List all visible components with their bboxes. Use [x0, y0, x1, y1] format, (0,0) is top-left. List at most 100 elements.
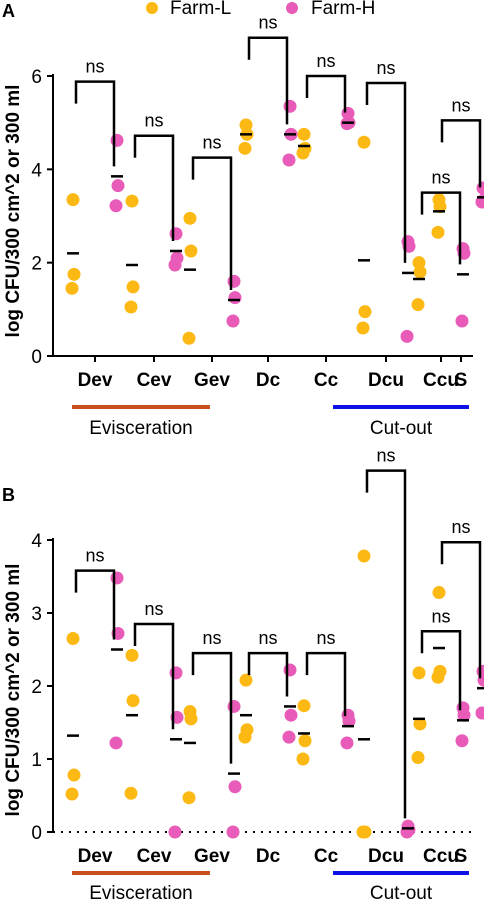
panel-b-point-farm-l: [298, 734, 312, 748]
panel-a-significance-bracket: [305, 74, 347, 113]
panel-b-point-farm-l: [238, 730, 252, 744]
panel-a-point-farm-h: [226, 314, 240, 328]
panel-b-point-farm-l: [297, 699, 311, 713]
panel-a-significance-label: ns: [258, 13, 277, 33]
panel-a-point-farm-l: [411, 298, 425, 312]
legend-marker-farm-h: [286, 2, 298, 14]
panel-a-y-axis-label: log CFU/300 cm^2 or 300 ml: [3, 85, 24, 338]
panel-b-point-farm-h: [169, 666, 183, 680]
panel-label-a: A: [2, 1, 15, 21]
panel-a-significance-label: ns: [144, 111, 163, 131]
panel-a-x-tick-label: Cev: [137, 370, 172, 391]
panel-b-point-farm-l: [357, 549, 371, 563]
panel-b-point-farm-l: [184, 712, 198, 726]
panel-a-y-tick-label: 4: [31, 160, 42, 181]
panel-a-point-farm-l: [296, 146, 310, 160]
panel-a-x-tick-label: Dcu: [368, 370, 404, 391]
panel-b-significance-label: ns: [316, 628, 335, 648]
panel-b-x-tick-label: Cev: [137, 846, 172, 867]
panel-a-point-farm-l: [125, 194, 139, 208]
panel-a-significance-bracket: [420, 191, 462, 265]
panel-b-significance-label: ns: [144, 599, 163, 619]
panel-b-y-axis-label: log CFU/300 cm^2 or 300 ml: [3, 564, 24, 817]
panel-b-significance-bracket: [420, 630, 462, 711]
panel-b-x-tick-label: Gev: [194, 846, 230, 867]
panel-b-y-tick-label: 0: [31, 823, 42, 844]
panel-a-significance-bracket: [74, 80, 116, 167]
panel-a-point-farm-h: [283, 99, 297, 113]
panel-b-significance-bracket: [440, 540, 482, 679]
panel-b-y-tick-label: 1: [31, 750, 42, 771]
panel-a-group-labels: Evisceration Cut-out: [72, 405, 469, 439]
panel-b-significance-label: ns: [258, 628, 277, 648]
panel-b-significance-bracket: [247, 651, 289, 697]
panel-a-significance-bracket: [191, 156, 233, 290]
legend: Farm-L Farm-H: [146, 0, 375, 19]
panel-b-point-farm-h: [226, 825, 240, 839]
panel-b-point-farm-h: [340, 736, 354, 750]
panel-b-point-farm-l: [66, 632, 80, 646]
panel-a-point-farm-h: [169, 227, 183, 241]
panel-a-significance-label: ns: [202, 133, 221, 153]
panel-a-point-farm-l: [433, 200, 447, 214]
panel-b-significance-bracket: [133, 622, 175, 730]
panel-b-point-farm-l: [67, 768, 81, 782]
panel-b-significance-label: ns: [431, 606, 450, 626]
panel-b-point-farm-l: [413, 717, 427, 731]
panel-b-significance-label: ns: [202, 628, 221, 648]
panel-b-x-tick-label: Cc: [314, 846, 339, 867]
panel-b-point-farm-h: [168, 825, 182, 839]
panel-a-point-farm-l: [65, 281, 79, 295]
legend-marker-farm-l: [146, 2, 158, 14]
panel-b-point-farm-l: [296, 752, 310, 766]
panel-a-point-farm-l: [413, 265, 427, 279]
panel-a-point-farm-h: [282, 153, 296, 167]
panel-b-significance-label: ns: [376, 446, 395, 466]
panel-a-point-farm-l: [124, 300, 138, 314]
panel-a-significance-label: ns: [85, 57, 104, 77]
panel-a-point-farm-l: [126, 280, 140, 294]
panel-b-significance-bracket: [74, 569, 116, 640]
panel-a-point-farm-l: [357, 135, 371, 149]
panel-a-y-tick-label: 0: [31, 347, 42, 368]
panel-b-point-farm-h: [227, 699, 241, 713]
panel-a-cutout-label: Cut-out: [370, 418, 433, 439]
panel-b-x-tick-label: Dcu: [368, 846, 404, 867]
panel-a-significance-label: ns: [316, 51, 335, 71]
panel-b-point-farm-l: [125, 648, 139, 662]
panel-a-point-farm-l: [297, 127, 311, 141]
panel-b-point-farm-h: [109, 736, 123, 750]
panel-a-point-farm-h: [227, 274, 241, 288]
panel-a-point-farm-h: [228, 291, 242, 305]
panel-a-x-tick-label: Cc: [314, 370, 339, 391]
panel-a-significance-label: ns: [451, 95, 470, 115]
panel-b-y-tick-label: 2: [31, 677, 42, 698]
panel-b-point-farm-h: [475, 706, 484, 720]
panel-a-point-farm-l: [238, 141, 252, 155]
panel-b-evisceration-label: Evisceration: [89, 883, 193, 902]
panel-a-x-tick-label: Dc: [256, 370, 281, 391]
panel-b-significance-label: ns: [85, 546, 104, 566]
panel-a-y-tick-label: 6: [31, 67, 42, 88]
legend-label-farm-h: Farm-H: [311, 0, 375, 19]
panel-b-point-farm-l: [431, 670, 445, 684]
panel-a-significance-bracket: [133, 134, 175, 241]
panel-b-significance-bracket: [191, 651, 233, 764]
panel-b-point-farm-l: [182, 791, 196, 805]
panel-b-x-tick-label: Dev: [78, 846, 113, 867]
panel-b-point-farm-h: [342, 714, 356, 728]
panel-a-point-farm-l: [183, 211, 197, 225]
panel-b-significance-label: ns: [451, 517, 470, 537]
panel-a-significance-bracket: [247, 36, 289, 125]
panel-b-cutout-label: Cut-out: [370, 883, 433, 902]
panel-a-x-tick-label: Gev: [194, 370, 230, 391]
panel-a-point-farm-h: [168, 258, 182, 272]
panel-label-b: B: [2, 485, 15, 505]
panel-a-point-farm-h: [111, 179, 125, 193]
panel-b-y-tick-label: 3: [31, 604, 42, 625]
panel-b-group-labels: Evisceration Cut-out: [72, 871, 469, 902]
panel-b-point-farm-l: [124, 786, 138, 800]
panel-b-point-farm-l: [356, 825, 370, 839]
